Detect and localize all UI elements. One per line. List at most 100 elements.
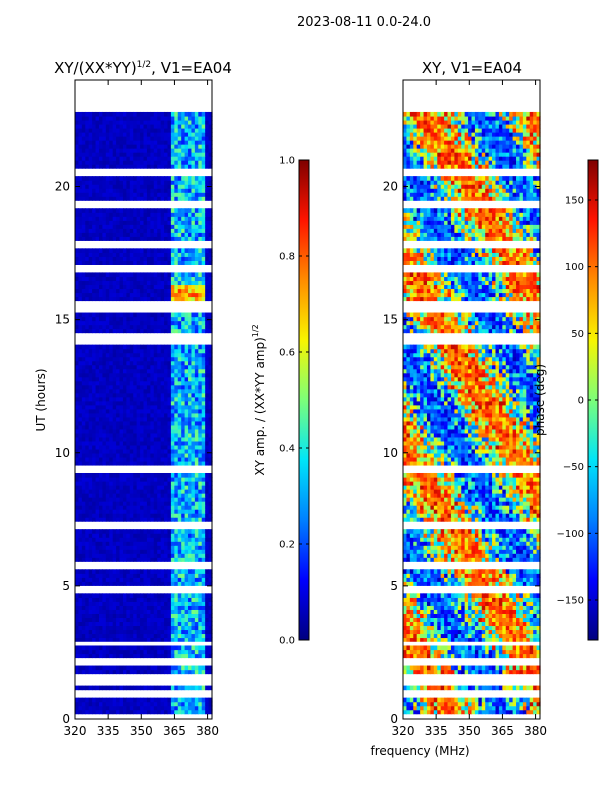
heatmap-cell bbox=[122, 312, 127, 318]
heatmap-cell bbox=[208, 252, 213, 257]
heatmap-cell bbox=[78, 320, 83, 326]
heatmap-cell bbox=[85, 192, 90, 197]
heatmap-cell bbox=[174, 637, 179, 643]
heatmap-cell bbox=[81, 621, 86, 627]
heatmap-cell bbox=[188, 284, 193, 290]
heatmap-cell bbox=[92, 701, 97, 707]
heatmap-cell bbox=[198, 152, 203, 157]
heatmap-cell bbox=[177, 553, 182, 558]
heatmap-cell bbox=[98, 481, 103, 486]
heatmap-cell bbox=[174, 424, 179, 430]
heatmap-cell bbox=[136, 156, 141, 161]
heatmap-cell bbox=[95, 701, 100, 707]
heatmap-cell bbox=[129, 633, 134, 639]
heatmap-cell bbox=[184, 533, 189, 538]
heatmap-cell bbox=[177, 669, 182, 675]
heatmap-cell bbox=[184, 328, 189, 334]
heatmap-cell bbox=[112, 669, 117, 675]
heatmap-cell bbox=[194, 360, 199, 366]
heatmap-cell bbox=[201, 276, 206, 282]
heatmap-cell bbox=[92, 601, 97, 606]
heatmap-cell bbox=[95, 284, 100, 290]
heatmap-cell bbox=[164, 176, 169, 181]
heatmap-cell bbox=[112, 456, 117, 462]
heatmap-cell bbox=[188, 581, 193, 586]
heatmap-cell bbox=[146, 513, 151, 518]
heatmap-cell bbox=[81, 605, 86, 610]
heatmap-cell bbox=[160, 344, 165, 350]
heatmap-cell bbox=[122, 485, 127, 490]
heatmap-cell bbox=[126, 256, 131, 261]
heatmap-cell bbox=[198, 312, 203, 318]
heatmap-cell bbox=[191, 276, 196, 282]
heatmap-cell bbox=[95, 597, 100, 602]
heatmap-cell bbox=[160, 553, 165, 558]
data-gap bbox=[75, 564, 212, 568]
heatmap-cell bbox=[153, 156, 158, 161]
heatmap-cell bbox=[160, 388, 165, 394]
heatmap-cell bbox=[102, 292, 107, 298]
heatmap-cell bbox=[205, 212, 210, 217]
heatmap-cell bbox=[105, 152, 110, 157]
heatmap-cell bbox=[150, 356, 155, 362]
heatmap-cell bbox=[208, 621, 213, 627]
heatmap-cell bbox=[201, 256, 206, 261]
heatmap-cell bbox=[102, 549, 107, 554]
heatmap-cell bbox=[188, 384, 193, 390]
heatmap-cell bbox=[177, 212, 182, 217]
heatmap-cell bbox=[109, 184, 114, 189]
heatmap-cell bbox=[95, 288, 100, 294]
heatmap-cell bbox=[167, 573, 172, 578]
heatmap-cell bbox=[102, 284, 107, 290]
heatmap-cell bbox=[160, 356, 165, 362]
heatmap-cell bbox=[112, 312, 117, 318]
heatmap-cell bbox=[181, 436, 186, 442]
heatmap-cell bbox=[136, 368, 141, 374]
heatmap-cell bbox=[208, 549, 213, 554]
heatmap-cell bbox=[126, 481, 131, 486]
heatmap-cell bbox=[177, 312, 182, 318]
heatmap-cell bbox=[119, 597, 124, 602]
heatmap-cell bbox=[201, 601, 206, 606]
heatmap-cell bbox=[174, 541, 179, 546]
heatmap-cell bbox=[198, 396, 203, 402]
heatmap-cell bbox=[102, 144, 107, 149]
heatmap-cell bbox=[109, 416, 114, 422]
heatmap-cell bbox=[174, 208, 179, 213]
heatmap-cell bbox=[92, 669, 97, 675]
heatmap-cell bbox=[164, 288, 169, 294]
heatmap-cell bbox=[102, 192, 107, 197]
heatmap-cell bbox=[164, 573, 169, 578]
heatmap-cell bbox=[88, 573, 93, 578]
heatmap-cell bbox=[136, 432, 141, 438]
heatmap-cell bbox=[170, 637, 175, 643]
heatmap-cell bbox=[126, 493, 131, 498]
heatmap-cell bbox=[157, 372, 162, 378]
heatmap-cell bbox=[150, 156, 155, 161]
heatmap-cell bbox=[119, 196, 124, 201]
heatmap-cell bbox=[92, 557, 97, 562]
heatmap-cell bbox=[129, 537, 134, 542]
figure-suptitle: 2023-08-11 0.0-24.0 bbox=[297, 15, 431, 30]
heatmap-cell bbox=[126, 665, 131, 671]
heatmap-cell bbox=[109, 493, 114, 498]
heatmap-cell bbox=[181, 509, 186, 514]
heatmap-cell bbox=[181, 460, 186, 466]
heatmap-cell bbox=[184, 392, 189, 398]
heatmap-cell bbox=[109, 665, 114, 671]
heatmap-cell bbox=[119, 573, 124, 578]
heatmap-cell bbox=[92, 637, 97, 643]
heatmap-cell bbox=[95, 412, 100, 418]
heatmap-cell bbox=[184, 324, 189, 330]
heatmap-cell bbox=[526, 701, 531, 707]
heatmap-cell bbox=[119, 376, 124, 382]
heatmap-cell bbox=[129, 557, 134, 562]
heatmap-cell bbox=[88, 224, 93, 229]
heatmap-cell bbox=[119, 653, 124, 659]
heatmap-cell bbox=[198, 581, 203, 586]
heatmap-cell bbox=[109, 448, 114, 454]
heatmap-cell bbox=[174, 272, 179, 278]
heatmap-cell bbox=[95, 665, 100, 671]
heatmap-cell bbox=[116, 597, 121, 602]
heatmap-cell bbox=[129, 368, 134, 374]
